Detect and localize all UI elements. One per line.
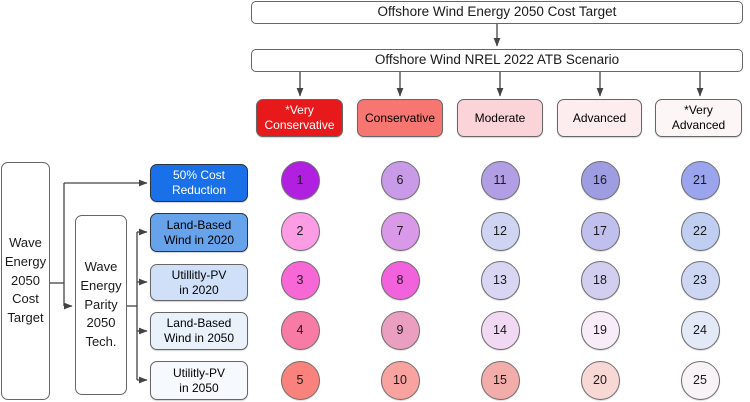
wave-energy-parity-node: Wave Energy Parity 2050 Tech. <box>75 215 127 395</box>
matrix-cell-23: 23 <box>680 260 720 300</box>
column-conservative: Conservative <box>357 99 443 137</box>
row-land-based-wind-2020: Land-Based Wind in 2020 <box>150 213 248 252</box>
matrix-cell-18: 18 <box>580 260 620 300</box>
matrix-cell-24: 24 <box>680 310 720 350</box>
matrix-cell-13: 13 <box>480 260 520 300</box>
matrix-cell-14: 14 <box>480 310 520 350</box>
matrix-cell-2: 2 <box>280 211 320 251</box>
matrix-cell-11: 11 <box>480 160 520 200</box>
row-utility-pv-2050: Utilitly-PV in 2050 <box>150 361 248 400</box>
matrix-cell-16: 16 <box>580 160 620 200</box>
matrix-cell-22: 22 <box>680 211 720 251</box>
matrix-cell-3: 3 <box>280 260 320 300</box>
matrix-cell-19: 19 <box>580 310 620 350</box>
matrix-cell-25: 25 <box>680 360 720 400</box>
column-advanced: Advanced <box>557 99 642 137</box>
wave-energy-cost-target-node: Wave Energy 2050 Cost Target <box>1 162 50 400</box>
matrix-cell-7: 7 <box>380 211 420 251</box>
row-utility-pv-2020: Utillitly-PV in 2020 <box>150 264 248 301</box>
matrix-cell-20: 20 <box>580 360 620 400</box>
nrel-atb-scenario-node: Offshore Wind NREL 2022 ATB Scenario <box>251 49 743 72</box>
column-very-advanced: *Very Advanced <box>655 99 742 137</box>
matrix-cell-12: 12 <box>480 211 520 251</box>
matrix-cell-10: 10 <box>380 360 420 400</box>
row-50pct-cost-reduction: 50% Cost Reduction <box>150 164 248 202</box>
matrix-cell-5: 5 <box>280 360 320 400</box>
matrix-cell-21: 21 <box>680 160 720 200</box>
matrix-cell-1: 1 <box>280 160 320 200</box>
row-land-based-wind-2050: Land-Based Wind in 2050 <box>150 312 248 350</box>
matrix-cell-9: 9 <box>380 310 420 350</box>
matrix-cell-8: 8 <box>380 260 420 300</box>
matrix-cell-4: 4 <box>280 310 320 350</box>
column-moderate: Moderate <box>457 99 543 137</box>
matrix-cell-17: 17 <box>580 211 620 251</box>
offshore-wind-cost-target-node: Offshore Wind Energy 2050 Cost Target <box>251 1 743 24</box>
matrix-cell-6: 6 <box>380 160 420 200</box>
matrix-cell-15: 15 <box>480 360 520 400</box>
column-very-conservative: *Very Conservative <box>256 99 343 137</box>
